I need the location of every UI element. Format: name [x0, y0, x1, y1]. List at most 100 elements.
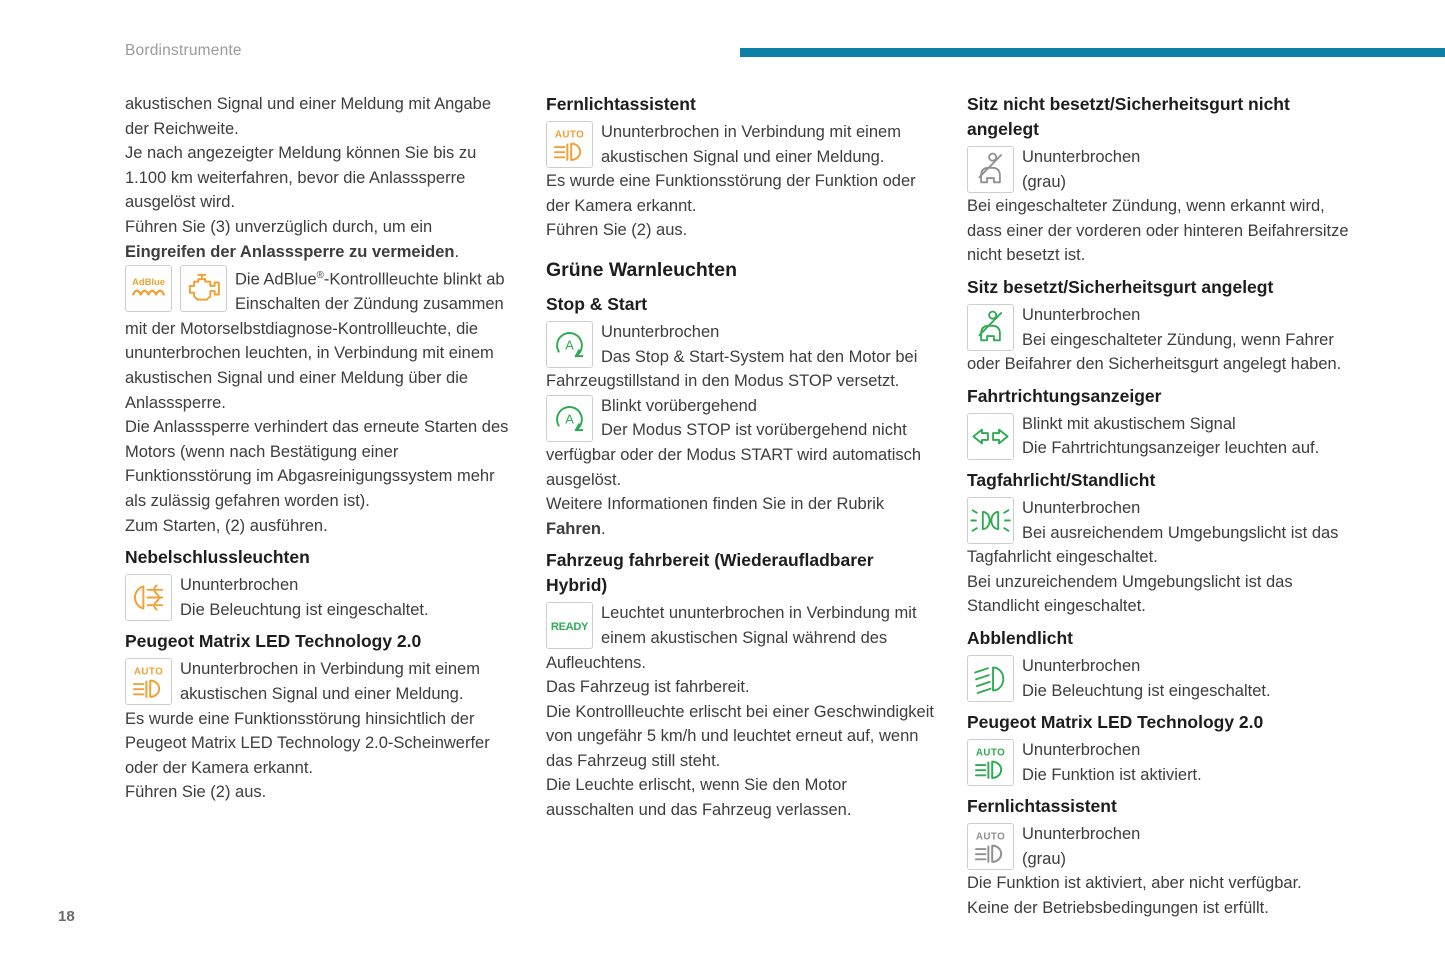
text-segment: Blinkt vorübergehend [601, 396, 757, 415]
text-segment: Ununterbrochen in Verbindung mit einem [601, 123, 901, 141]
text-segment: Eingreifen der Anlasssperre zu vermeiden [125, 242, 455, 261]
entry-text: Ununterbrochen Die Funktion ist aktiviert… [967, 738, 1356, 787]
entry-heading: Sitz besetzt/Sicherheitsgurt angelegt [967, 276, 1274, 297]
stop-start-icon: A [546, 320, 593, 368]
paragraph: Die Anlasssperre verhindert das erneute … [125, 415, 514, 513]
paragraph: Weitere Informationen finden Sie in der … [546, 492, 935, 541]
rear-fog-light-icon [125, 574, 172, 622]
text-segment: (grau) [1022, 849, 1067, 868]
text-segment: Führen Sie (2) aus. [546, 221, 688, 240]
warning-light-entry: READY Leuchtet ununterbrochen in Verbindu… [546, 601, 935, 675]
text-segment: Die Beleuchtung ist eingeschaltet. [180, 600, 429, 619]
text-segment: . [454, 242, 460, 261]
text-segment: Die Kontrollleuchte erlischt bei einer G… [546, 702, 934, 770]
auto-headlight-icon: AUTO [546, 121, 593, 168]
paragraph: Das Fahrzeug ist fahrbereit. [546, 675, 935, 700]
text-segment: Ununterbrochen in Verbindung mit einem [180, 660, 480, 679]
accent-bar [740, 48, 1445, 57]
entry-text: Ununterbrochen (grau) [967, 822, 1356, 871]
warning-light-entry: AUTO Ununterbrochen in Verbindung mit ein… [546, 120, 935, 169]
paragraph: Führen Sie (2) aus. [125, 780, 514, 805]
text-segment: Ununterbrochen [1022, 656, 1141, 675]
svg-text:A: A [565, 411, 574, 426]
svg-text:AdBlue: AdBlue [132, 276, 165, 287]
entry-heading: Sitz nicht besetzt/Sicherheitsgurt nicht… [967, 94, 1290, 139]
text-segment: Fahren [546, 519, 602, 538]
section-heading: Grüne Warnleuchten [546, 258, 738, 281]
entry-text: Leuchtet ununterbrochen in Verbindung mi… [546, 601, 935, 675]
seatbelt-icon [967, 303, 1014, 351]
warning-light-entry: A Ununterbrochen Das Stop & Start-System h… [546, 320, 935, 394]
entry-heading: Fahrtrichtungsanzeiger [967, 385, 1162, 406]
text-segment: Einschalten der Zündung zusammen mit der… [125, 295, 504, 412]
entry-text: Ununterbrochen in Verbindung mit einem ak… [125, 657, 514, 706]
paragraph: Die Funktion ist aktiviert, aber nicht v… [967, 871, 1356, 896]
warning-light-entry: A Blinkt vorübergehend Der Modus STOP ist … [546, 394, 935, 492]
svg-text:AUTO: AUTO [555, 130, 584, 141]
text-segment: Die Leuchte erlischt, wenn Sie den Motor… [546, 776, 852, 820]
text-segment: Ununterbrochen [1022, 741, 1141, 760]
text-segment: akustischen Signal und einer Meldung mit… [125, 95, 491, 138]
text-segment: Führen Sie (3) unverzüglich durch, um ei… [125, 217, 433, 236]
column-3: Sitz nicht besetzt/Sicherheitsgurt nicht… [967, 92, 1356, 921]
warning-light-entry: Ununterbrochen Die Beleuchtung ist einges… [967, 654, 1356, 703]
auto-headlight-icon: AUTO [967, 739, 1014, 787]
text-segment: Ununterbrochen [1022, 498, 1141, 517]
paragraph: Keine der Betriebsbedingungen ist erfüll… [967, 896, 1356, 921]
text-segment: Das Stop & Start-System hat den Motor be… [546, 347, 918, 391]
paragraph: Führen Sie (2) aus. [546, 218, 935, 243]
entry-text: Ununterbrochen (grau) [967, 145, 1356, 194]
svg-text:READY: READY [551, 621, 589, 633]
text-segment: Ununterbrochen [1022, 825, 1141, 844]
turn-indicators-icon [967, 412, 1014, 460]
text-segment: Die AdBlue [235, 270, 317, 289]
text-segment: Die Anlasssperre verhindert das erneute … [125, 418, 509, 510]
text-segment: Weitere Informationen finden Sie in der … [546, 495, 885, 514]
text-segment: Das Fahrzeug ist fahrbereit. [546, 678, 750, 697]
page-number: 18 [58, 908, 75, 925]
text-segment: Bei eingeschalteter Zündung, wenn Fahrer… [967, 330, 1342, 374]
entry-heading: Fernlichtassistent [546, 94, 696, 114]
content-columns: akustischen Signal und einer Meldung mit… [125, 92, 1356, 921]
warning-light-entry: Ununterbrochen Die Beleuchtung ist einges… [125, 573, 514, 622]
paragraph: Zum Starten, (2) ausführen. [125, 514, 514, 539]
entry-text: Ununterbrochen Die Beleuchtung ist einges… [125, 573, 514, 622]
text-segment: ® [316, 270, 324, 282]
text-segment: Keine der Betriebsbedingungen ist erfüll… [967, 899, 1269, 918]
entry-text: Blinkt mit akustischem Signal Die Fahrtri… [967, 412, 1356, 461]
seatbelt-icon [967, 146, 1014, 193]
entry-heading: Fahrzeug fahrbereit (Wiederaufladbarer H… [546, 550, 874, 596]
text-segment: Es wurde eine Funktionsstörung hinsichtl… [125, 709, 490, 777]
text-segment: akustischen Signal und einer Meldung. [601, 147, 885, 166]
text-segment: Die Funktion ist aktiviert, aber nicht v… [967, 874, 1302, 893]
auto-headlight-icon: AUTO [125, 658, 172, 706]
paragraph: Je nach angezeigter Meldung können Sie b… [125, 141, 514, 215]
svg-text:A: A [565, 338, 574, 353]
entry-heading: Nebelschlussleuchten [125, 547, 310, 568]
column-1: akustischen Signal und einer Meldung mit… [125, 92, 514, 921]
paragraph: Bei unzureichendem Umgebungslicht ist da… [967, 570, 1356, 619]
engine-warning-icon [180, 265, 227, 313]
warning-light-entry: Ununterbrochen (grau) [967, 145, 1356, 194]
text-segment: Ununterbrochen [601, 322, 720, 341]
warning-light-entry: AdBlue Die AdBlue®-Kontrollleuchte blinkt… [125, 264, 514, 415]
page-header: Bordinstrumente [125, 42, 242, 59]
text-segment: Ununterbrochen [1022, 305, 1141, 324]
text-segment: (grau) [1022, 172, 1067, 191]
paragraph: Führen Sie (3) unverzüglich durch, um ei… [125, 215, 514, 264]
text-segment: Ununterbrochen [1022, 148, 1141, 166]
paragraph: Es wurde eine Funktionsstörung hinsichtl… [125, 707, 514, 781]
text-segment: Die Fahrtrichtungsanzeiger leuchten auf. [1022, 439, 1320, 458]
entry-heading: Tagfahrlicht/Standlicht [967, 469, 1156, 490]
text-segment: Bei ausreichendem Umgebungslicht ist das… [967, 523, 1339, 567]
auto-headlight-icon: AUTO [967, 823, 1014, 871]
text-segment: Bei unzureichendem Umgebungslicht ist da… [967, 572, 1293, 616]
text-segment: Je nach angezeigter Meldung können Sie b… [125, 144, 477, 212]
warning-light-entry: Ununterbrochen Bei eingeschalteter Zündun… [967, 303, 1356, 377]
entry-text: Blinkt vorübergehend Der Modus STOP ist v… [546, 394, 935, 492]
entry-text: Die AdBlue®-Kontrollleuchte blinkt ab Ein… [125, 264, 514, 415]
daytime-lights-icon [967, 496, 1014, 544]
entry-heading: Fernlichtassistent [967, 796, 1117, 817]
text-segment: Die Beleuchtung ist eingeschaltet. [1022, 681, 1271, 700]
text-segment: akustischen Signal und einer Meldung. [180, 684, 464, 703]
